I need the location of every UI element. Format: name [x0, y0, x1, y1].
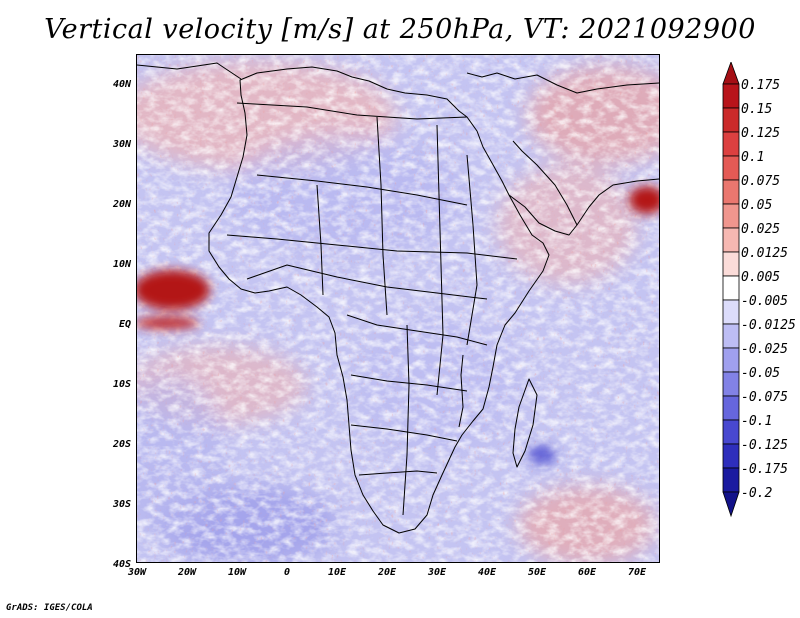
- colorbar-segment: [722, 62, 740, 85]
- lat-label: 20N: [112, 199, 131, 210]
- strong-features: [137, 186, 659, 465]
- lon-label: 10W: [227, 567, 247, 578]
- lon-label: 30W: [127, 567, 147, 578]
- colorbar-segment: [722, 83, 740, 109]
- colorbar-label: 0.15: [741, 102, 773, 117]
- colorbar-label: 0.175: [741, 78, 781, 93]
- lon-label: 50E: [527, 567, 547, 578]
- lat-label: EQ: [118, 319, 131, 330]
- colorbar-label: 0.005: [741, 270, 781, 285]
- colorbar-segment: [722, 395, 740, 421]
- colorbar-label: 0.125: [741, 126, 781, 141]
- colorbar-segment: [722, 131, 740, 157]
- colorbar-label: -0.0125: [741, 318, 796, 333]
- lon-label: 70E: [627, 567, 647, 578]
- coastlines: [137, 62, 659, 534]
- field-speckle: [137, 55, 659, 562]
- lon-label: 20W: [177, 567, 197, 578]
- colorbar-segment: [722, 443, 740, 469]
- colorbar-label: -0.025: [741, 342, 788, 357]
- colorbar-label: 0.0125: [741, 246, 788, 261]
- colorbar-segment: [722, 203, 740, 229]
- colorbar-segment: [722, 251, 740, 277]
- colorbar-label: -0.075: [741, 390, 788, 405]
- lon-label: 20E: [377, 567, 397, 578]
- lat-label: 40S: [112, 559, 131, 570]
- lon-label: 10E: [327, 567, 347, 578]
- colorbar-label: -0.125: [741, 438, 788, 453]
- colorbar-label: -0.175: [741, 462, 788, 477]
- velocity-field-map: [137, 55, 659, 562]
- credit-footer: GrADS: IGES/COLA: [6, 603, 93, 613]
- map-panel: [136, 54, 660, 563]
- colorbar-segment: [722, 491, 740, 518]
- colorbar-label: -0.005: [741, 294, 788, 309]
- colorbar-segment: [722, 155, 740, 181]
- colorbar-label: -0.05: [741, 366, 781, 381]
- colorbar-segment: [722, 299, 740, 325]
- colorbar-segment: [722, 371, 740, 397]
- lat-label: 10S: [112, 379, 131, 390]
- lon-label: 0: [283, 567, 291, 578]
- lat-label: 20S: [112, 439, 131, 450]
- colorbar-segment: [722, 419, 740, 445]
- lon-label: 30E: [427, 567, 447, 578]
- colorbar-label: 0.075: [741, 174, 781, 189]
- lat-label: 30N: [112, 139, 131, 150]
- lat-label: 10N: [112, 259, 131, 270]
- colorbar-segment: [722, 227, 740, 253]
- chart-title: Vertical velocity [m/s] at 250hPa, VT: 2…: [44, 14, 756, 45]
- colorbar-segment: [722, 107, 740, 133]
- colorbar-segment: [722, 347, 740, 373]
- colorbar-label: -0.1: [741, 414, 773, 429]
- colorbar-segment: [722, 467, 740, 493]
- colorbar-label: 0.1: [741, 150, 765, 165]
- colorbar-label: 0.05: [741, 198, 773, 213]
- lon-label: 60E: [577, 567, 597, 578]
- colorbar-segment: [722, 275, 740, 301]
- lon-label: 40E: [477, 567, 497, 578]
- lat-label: 40N: [112, 79, 131, 90]
- colorbar-segment: [722, 323, 740, 349]
- lat-label: 30S: [112, 499, 131, 510]
- colorbar-label: -0.2: [741, 486, 773, 501]
- colorbar: [722, 62, 740, 518]
- colorbar-label: 0.025: [741, 222, 781, 237]
- colorbar-segment: [722, 179, 740, 205]
